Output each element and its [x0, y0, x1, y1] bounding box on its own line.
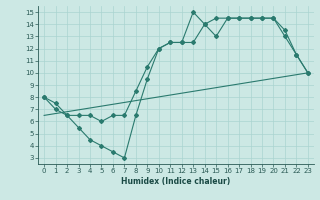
X-axis label: Humidex (Indice chaleur): Humidex (Indice chaleur)	[121, 177, 231, 186]
